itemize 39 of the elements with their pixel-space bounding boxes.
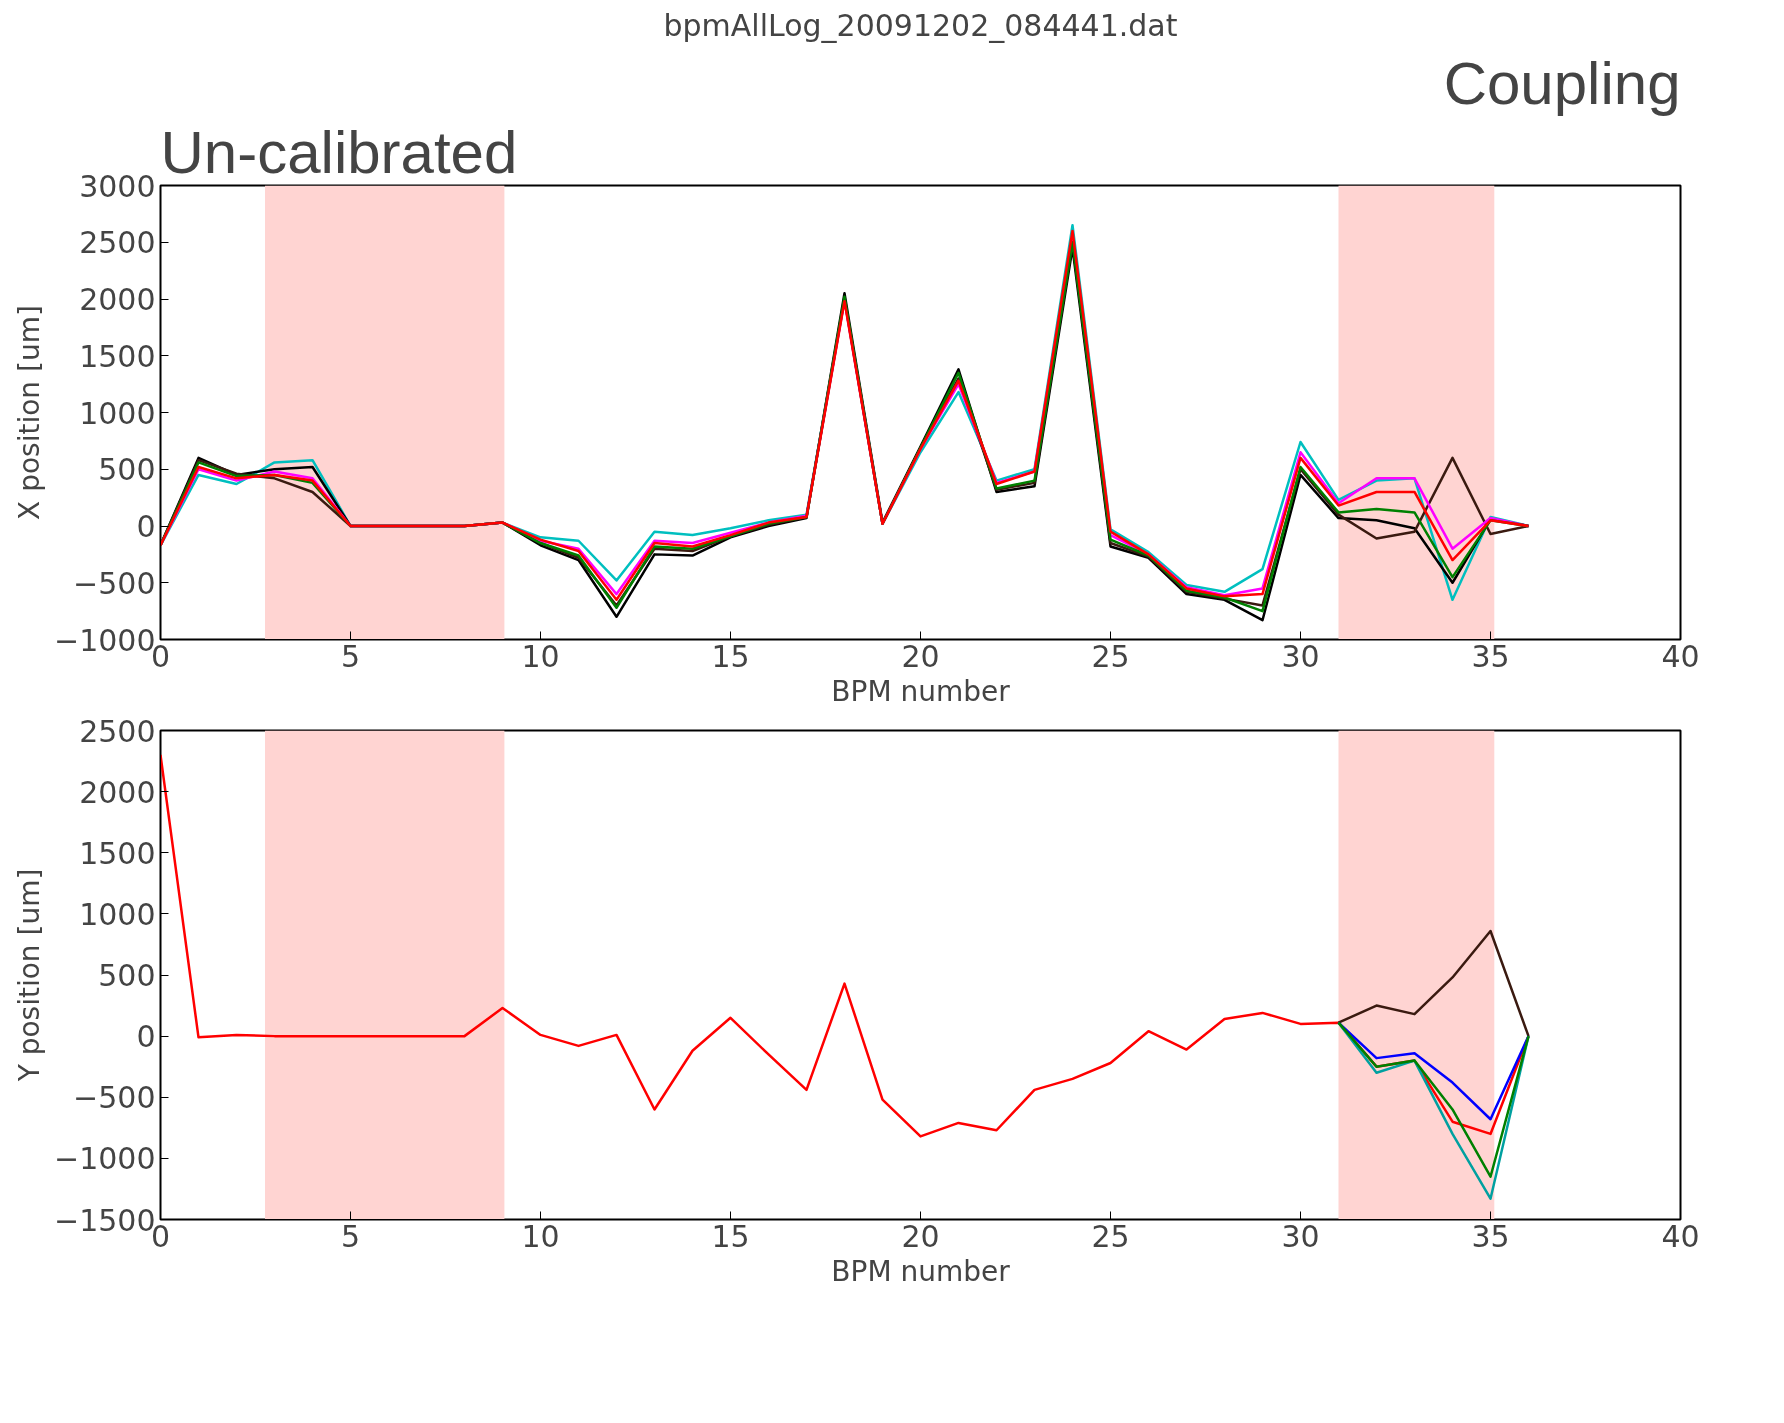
y-tick-label: 1500 [79, 835, 156, 871]
x-tick-label: 35 [1471, 638, 1510, 674]
x-tick-label: 10 [521, 638, 560, 674]
x-tick-label: 25 [1091, 1218, 1130, 1254]
y-tick-label: 3000 [79, 168, 156, 204]
y-tick-label: 0 [136, 509, 156, 544]
x-tick-label: 35 [1471, 1218, 1510, 1254]
x-axis-title: BPM number [831, 1254, 1011, 1288]
y-tick-label: −1000 [54, 1141, 156, 1177]
x-tick-label: 40 [1661, 638, 1700, 674]
y-tick-label: 1500 [79, 338, 156, 374]
x-tick-label: 40 [1661, 1218, 1700, 1254]
x-tick-label: 10 [521, 1218, 560, 1254]
y-tick-label: 2000 [79, 774, 156, 810]
x-tick-label: 5 [340, 638, 361, 674]
y-tick-label: 2500 [79, 225, 156, 261]
y-tick-label: −500 [73, 565, 156, 601]
y-tick-label: 1000 [79, 395, 156, 431]
y-axis-title: X position [um] [13, 305, 47, 520]
x-tick-label: 15 [711, 1218, 750, 1254]
y-tick-label: 0 [136, 1019, 156, 1055]
x-tick-label: 30 [1281, 1218, 1320, 1254]
text: Coupling [1443, 49, 1681, 117]
y-tick-label: −500 [73, 1080, 156, 1116]
y-axis-title: Y position [um] [13, 868, 47, 1083]
y-tick-label: 500 [98, 958, 156, 993]
x-tick-label: 25 [1091, 638, 1130, 674]
chart-title: bpmAllLog_20091202_084441.dat [663, 7, 1178, 43]
y-tick-label: 1000 [79, 896, 156, 932]
x-tick-label: 30 [1281, 638, 1320, 674]
y-tick-label: 500 [98, 452, 156, 488]
x-axis-title: BPM number [831, 674, 1011, 708]
y-tick-label: 2000 [79, 282, 156, 317]
y-tick-label: 2500 [79, 713, 156, 749]
text: Un-calibrated [160, 118, 518, 186]
x-tick-label: 5 [340, 1218, 361, 1254]
x-tick-label: 20 [901, 1218, 940, 1254]
x-tick-label: 20 [901, 638, 940, 674]
x-tick-label: 15 [711, 638, 750, 674]
